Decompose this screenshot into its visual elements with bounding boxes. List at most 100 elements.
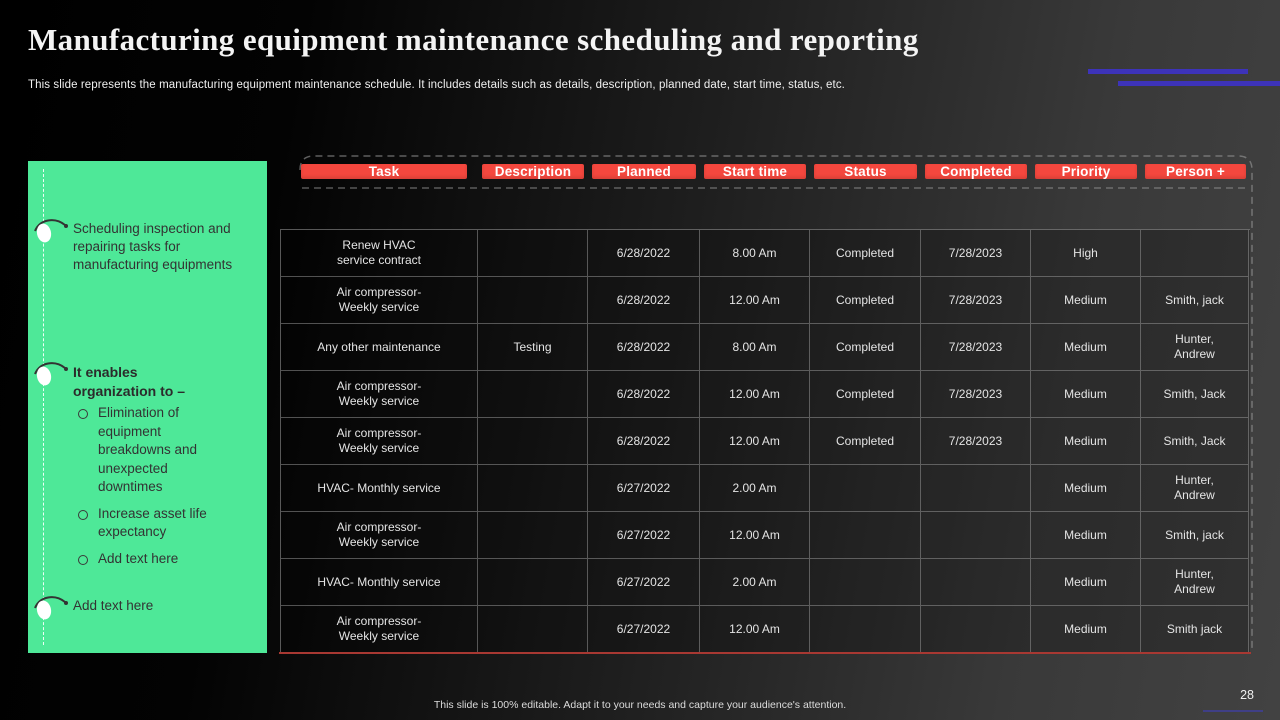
column-header-task: Task xyxy=(301,164,467,179)
table-row: Any other maintenance Testing 6/28/2022 8.0… xyxy=(281,324,1250,372)
table-cell: 12.00 Am xyxy=(700,512,810,560)
table-cell xyxy=(478,559,588,607)
header-cell: Description xyxy=(478,164,588,210)
table-cell: Completed xyxy=(810,324,921,372)
bullet-enables: It enables organization to – xyxy=(33,361,255,401)
table-cell xyxy=(810,559,921,607)
table-cell: Medium xyxy=(1031,277,1141,325)
table-cell: HVAC- Monthly service xyxy=(281,465,478,513)
sub-bullet: Increase asset life expectancy xyxy=(76,505,251,542)
header-cell: Task xyxy=(280,164,478,210)
table-cell: Any other maintenance xyxy=(281,324,478,372)
table-cell: Completed xyxy=(810,277,921,325)
table-cell: 6/27/2022 xyxy=(588,465,700,513)
sub-bullet-text: Increase asset life expectancy xyxy=(98,505,207,540)
table-cell: Renew HVAC service contract xyxy=(281,230,478,278)
column-header-status: Status xyxy=(814,164,917,179)
header-cell: Completed xyxy=(921,164,1031,210)
table-cell: Smith, Jack xyxy=(1141,418,1249,466)
table-cell: Medium xyxy=(1031,324,1141,372)
bullet-text: It enables organization to – xyxy=(73,364,185,399)
side-panel: Scheduling inspection and repairing task… xyxy=(28,161,267,653)
header-cell: Priority xyxy=(1031,164,1141,210)
table-cell xyxy=(478,230,588,278)
table-row: Air compressor- Weekly service 6/27/2022 1… xyxy=(281,606,1250,654)
pin-icon xyxy=(34,219,68,243)
table-cell: 7/28/2023 xyxy=(921,230,1031,278)
table-cell: Medium xyxy=(1031,465,1141,513)
page-title: Manufacturing equipment maintenance sche… xyxy=(28,22,919,57)
table-cell: 2.00 Am xyxy=(700,465,810,513)
table-cell: Medium xyxy=(1031,371,1141,419)
table-cell: Medium xyxy=(1031,418,1141,466)
circle-bullet-icon xyxy=(78,554,88,565)
bullet-scheduling: Scheduling inspection and repairing task… xyxy=(33,218,255,274)
sub-bullet-text: Add text here xyxy=(98,550,179,566)
table-row: Air compressor- Weekly service 6/28/2022 1… xyxy=(281,371,1250,419)
header-cell: Start time xyxy=(700,164,810,210)
table-row: Renew HVAC service contract 6/28/2022 8.00… xyxy=(281,230,1250,278)
table-cell: 6/28/2022 xyxy=(588,371,700,419)
table-cell: Smith, jack xyxy=(1141,277,1249,325)
table-cell: 6/27/2022 xyxy=(588,512,700,560)
pin-icon xyxy=(34,362,68,386)
table-cell: High xyxy=(1031,230,1141,278)
column-header-start-time: Start time xyxy=(704,164,806,179)
table-cell xyxy=(478,465,588,513)
table-cell: 12.00 Am xyxy=(700,418,810,466)
table-cell: Testing xyxy=(478,324,588,372)
table-row: Air compressor- Weekly service 6/27/2022 1… xyxy=(281,512,1250,560)
column-header-planned: Planned xyxy=(592,164,696,179)
table-cell: 8.00 Am xyxy=(700,230,810,278)
table-cell: Air compressor- Weekly service xyxy=(281,418,478,466)
table-cell: 8.00 Am xyxy=(700,324,810,372)
table-cell xyxy=(921,559,1031,607)
table-row: Air compressor- Weekly service 6/28/2022 1… xyxy=(281,418,1250,466)
table-cell: 6/28/2022 xyxy=(588,324,700,372)
table-cell xyxy=(810,606,921,654)
table-cell: Completed xyxy=(810,230,921,278)
table-cell: Medium xyxy=(1031,512,1141,560)
table-body: Renew HVAC service contract 6/28/2022 8.00… xyxy=(280,229,1250,654)
table-cell: Smith, jack xyxy=(1141,512,1249,560)
subtitle: This slide represents the manufacturing … xyxy=(28,79,845,91)
table-cell: Air compressor- Weekly service xyxy=(281,277,478,325)
table-cell: 2.00 Am xyxy=(700,559,810,607)
sub-bullet-text: Elimination of equipment breakdowns and … xyxy=(98,405,198,494)
accent-line-bottom xyxy=(1118,81,1280,86)
table-cell: Medium xyxy=(1031,559,1141,607)
page-number: 28 xyxy=(1240,688,1254,702)
table-cell: 12.00 Am xyxy=(700,371,810,419)
header-cell: Status xyxy=(810,164,921,210)
table-cell: Hunter, Andrew xyxy=(1141,559,1249,607)
table-cell: Hunter, Andrew xyxy=(1141,324,1249,372)
table-cell xyxy=(478,512,588,560)
bullet-add-text: Add text here xyxy=(33,595,255,623)
pin-icon xyxy=(34,596,68,620)
table-cell xyxy=(921,606,1031,654)
table-bottom-red-line xyxy=(279,652,1251,654)
circle-bullet-icon xyxy=(78,509,88,520)
header-cell: Planned xyxy=(588,164,700,210)
column-header-description: Description xyxy=(482,164,584,179)
column-header-priority: Priority xyxy=(1035,164,1137,179)
table-cell: 6/27/2022 xyxy=(588,559,700,607)
table-cell: 6/27/2022 xyxy=(588,606,700,654)
circle-bullet-icon xyxy=(78,409,88,419)
table-row: HVAC- Monthly service 6/27/2022 2.00 Am Med… xyxy=(281,559,1250,607)
footer-note: This slide is 100% editable. Adapt it to… xyxy=(433,699,847,711)
table-cell: Air compressor- Weekly service xyxy=(281,606,478,654)
table-cell: Completed xyxy=(810,371,921,419)
table-row: HVAC- Monthly service 6/27/2022 2.00 Am Med… xyxy=(281,465,1250,513)
table-row: Air compressor- Weekly service 6/28/2022 1… xyxy=(281,277,1250,325)
table-cell: HVAC- Monthly service xyxy=(281,559,478,607)
table-header: Task Description Planned Start time Stat… xyxy=(280,164,1250,210)
dashed-guide-line xyxy=(43,169,44,645)
table-cell: Completed xyxy=(810,418,921,466)
column-header-person: Person + xyxy=(1145,164,1246,179)
sub-bullet: Add text here xyxy=(76,550,251,569)
table-cell xyxy=(810,512,921,560)
sub-bullet: Elimination of equipment breakdowns and … xyxy=(76,404,251,497)
bullet-text: Add text here xyxy=(73,598,154,613)
